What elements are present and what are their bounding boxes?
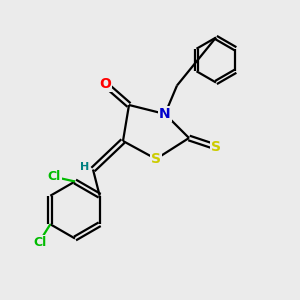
Text: H: H: [80, 161, 89, 172]
Text: S: S: [151, 152, 161, 166]
Text: S: S: [211, 140, 221, 154]
Text: N: N: [159, 107, 171, 121]
Text: O: O: [99, 77, 111, 91]
Text: Cl: Cl: [47, 170, 61, 184]
Text: Cl: Cl: [33, 236, 46, 249]
